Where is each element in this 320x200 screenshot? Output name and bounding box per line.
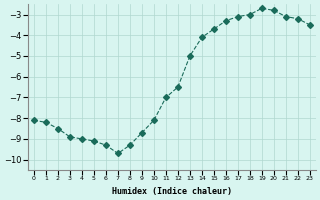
X-axis label: Humidex (Indice chaleur): Humidex (Indice chaleur) <box>112 187 232 196</box>
